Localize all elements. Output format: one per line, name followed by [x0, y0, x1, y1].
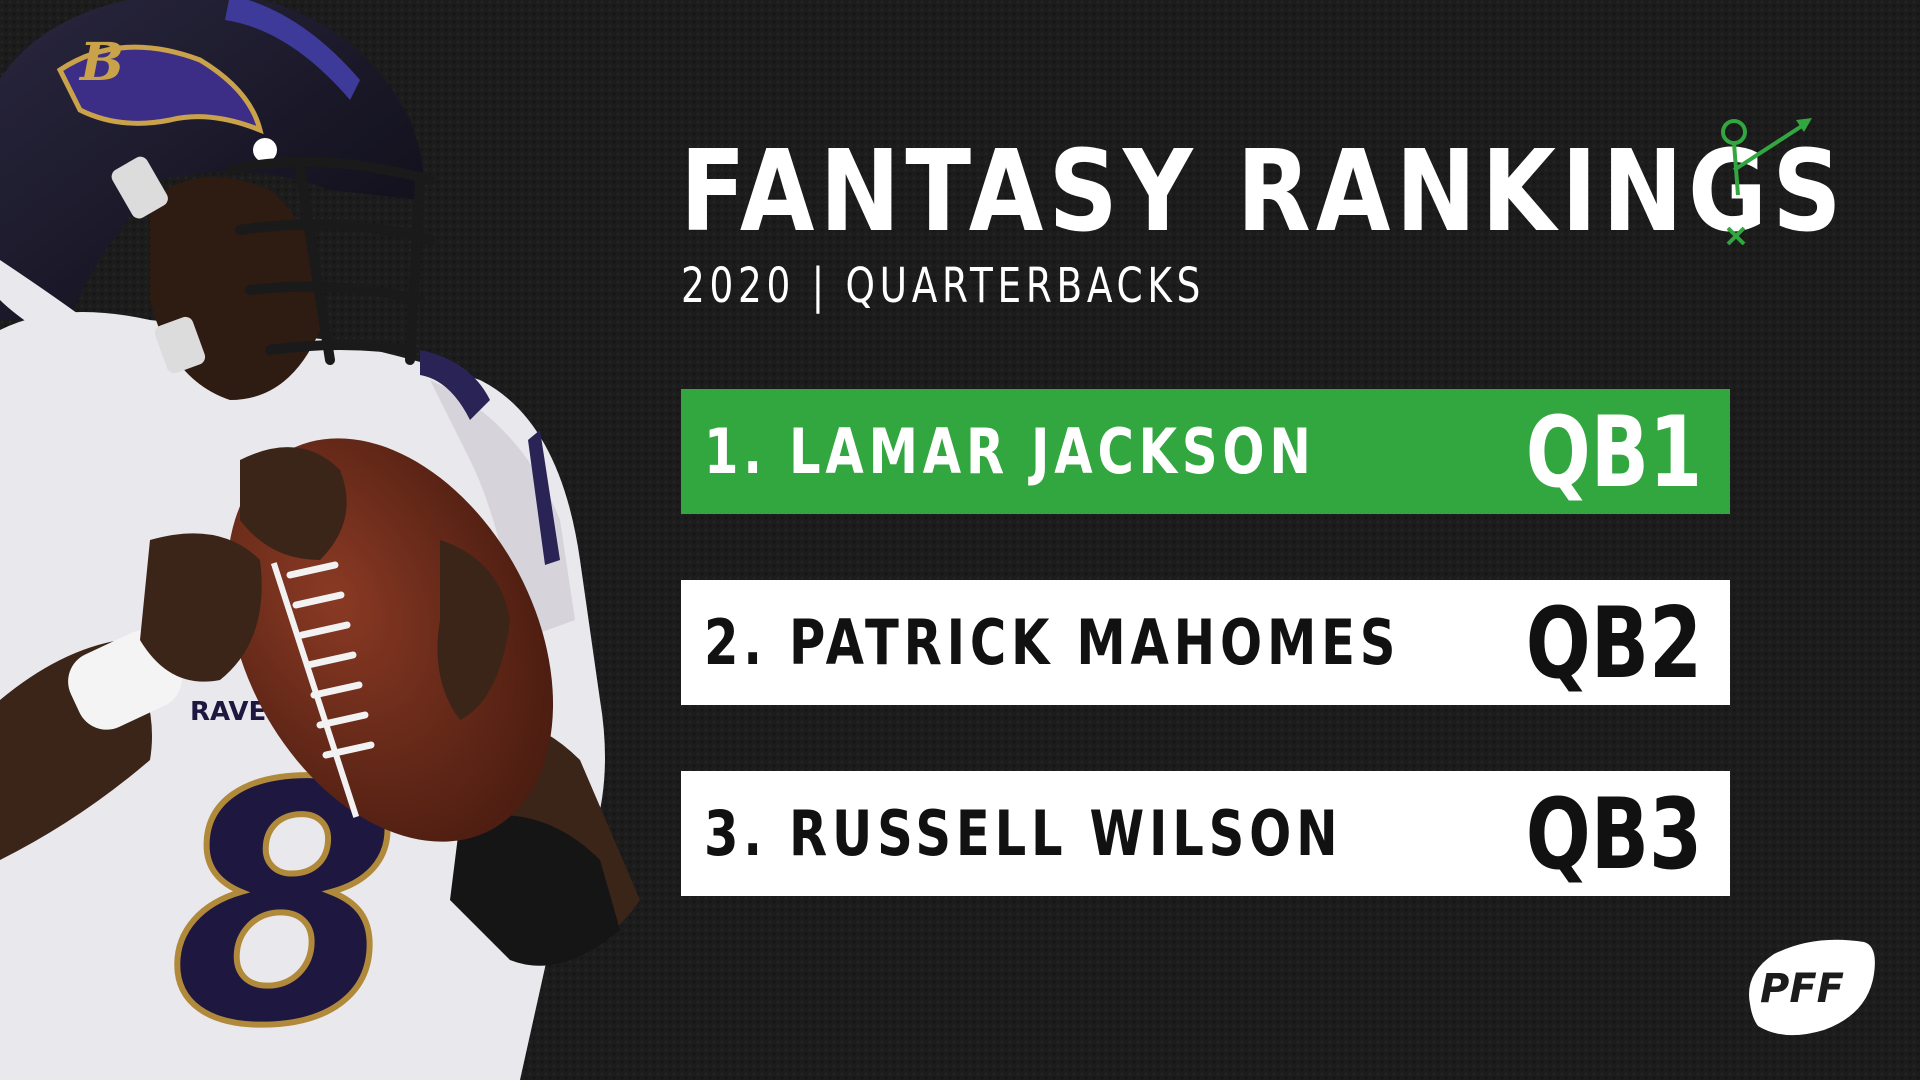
play-diagram-icon: [1721, 118, 1812, 246]
pff-logo: PFF: [1749, 939, 1875, 1036]
ranking-row-1: 1. LAMAR JACKSON QB1: [681, 389, 1730, 514]
page-title: FANTASY RANKINGS: [680, 127, 1847, 257]
rankings-list: 1. LAMAR JACKSON QB1 2. PATRICK MAHOMES …: [681, 389, 1730, 962]
quarterback-illustration: 8 RAVENS: [0, 0, 640, 1080]
svg-text:B: B: [78, 32, 124, 93]
ranking-position-label: QB1: [1525, 396, 1702, 510]
player-photo: 8 RAVENS: [0, 0, 690, 1080]
ranking-player-name: 2. PATRICK MAHOMES: [704, 606, 1401, 679]
ranking-position-label: QB3: [1525, 778, 1702, 892]
ranking-player-name: 3. RUSSELL WILSON: [704, 797, 1343, 870]
page-subtitle: 2020 | QUARTERBACKS: [681, 258, 1206, 314]
ranking-position-label: QB2: [1525, 587, 1702, 701]
ranking-row-2: 2. PATRICK MAHOMES QB2: [681, 580, 1730, 705]
helmet: B: [0, 0, 435, 374]
ranking-player-name: 1. LAMAR JACKSON: [704, 415, 1316, 488]
ranking-row-3: 3. RUSSELL WILSON QB3: [681, 771, 1730, 896]
pff-logo-text: PFF: [1760, 966, 1844, 1012]
